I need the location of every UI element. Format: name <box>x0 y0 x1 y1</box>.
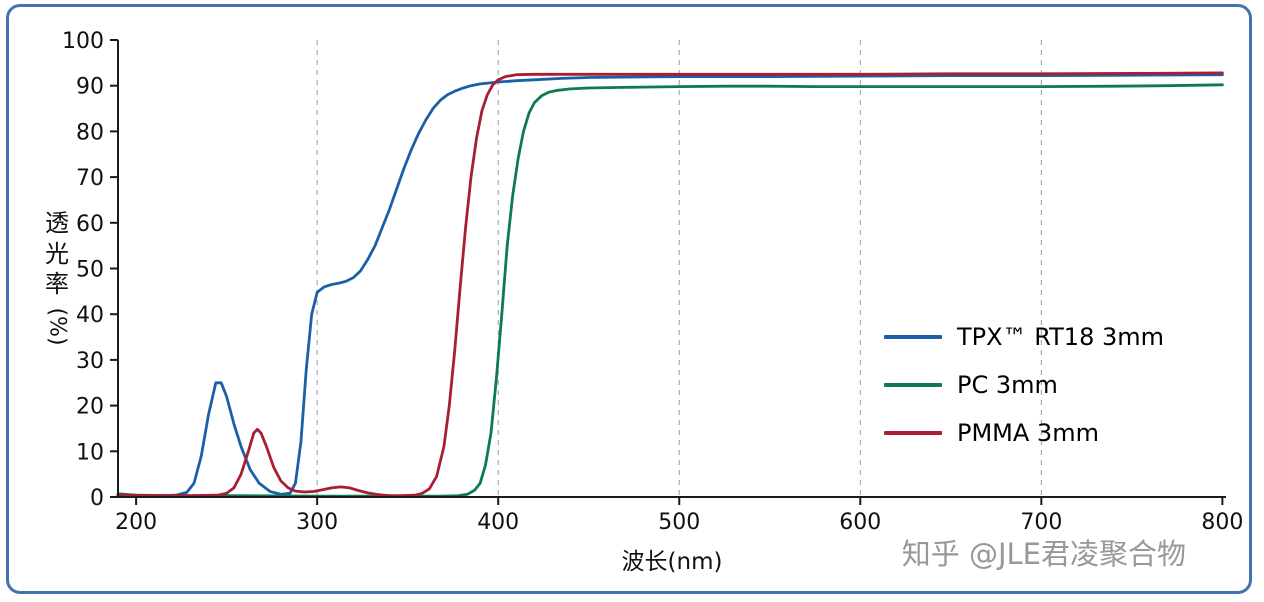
legend-label-pmma: PMMA 3mm <box>957 418 1099 447</box>
svg-text:400: 400 <box>477 510 519 535</box>
legend-line-tpx <box>884 334 942 339</box>
x-axis-title: 波长(nm) <box>621 549 723 575</box>
watermark: 知乎 @JLE君凌聚合物 <box>901 537 1186 571</box>
legend-label-pc: PC 3mm <box>957 370 1058 399</box>
legend: TPX™ RT18 3mm PC 3mm PMMA 3mm <box>884 322 1164 447</box>
svg-text:80: 80 <box>76 120 104 145</box>
legend-item-pc: PC 3mm <box>884 370 1164 399</box>
svg-text:200: 200 <box>115 510 157 535</box>
svg-text:300: 300 <box>296 510 338 535</box>
svg-text:0: 0 <box>90 486 104 511</box>
svg-text:60: 60 <box>76 212 104 237</box>
svg-text:30: 30 <box>76 349 104 374</box>
svg-text:100: 100 <box>62 29 104 54</box>
svg-text:600: 600 <box>839 510 881 535</box>
svg-text:500: 500 <box>658 510 700 535</box>
svg-text:700: 700 <box>1020 510 1062 535</box>
legend-item-pmma: PMMA 3mm <box>884 418 1164 447</box>
legend-line-pc <box>884 382 942 387</box>
svg-text:90: 90 <box>76 75 104 100</box>
legend-item-tpx: TPX™ RT18 3mm <box>884 322 1164 351</box>
svg-text:40: 40 <box>76 303 104 328</box>
legend-line-pmma <box>884 430 942 435</box>
y-axis-title: 透光率 (%) <box>40 208 74 346</box>
svg-text:10: 10 <box>76 440 104 465</box>
y-axis-unit: (%) <box>44 307 70 346</box>
legend-label-tpx: TPX™ RT18 3mm <box>957 322 1164 351</box>
svg-text:800: 800 <box>1201 510 1243 535</box>
svg-text:50: 50 <box>76 258 104 283</box>
svg-text:20: 20 <box>76 395 104 420</box>
y-axis-title-text: 透光率 <box>45 209 69 299</box>
svg-text:70: 70 <box>76 166 104 191</box>
